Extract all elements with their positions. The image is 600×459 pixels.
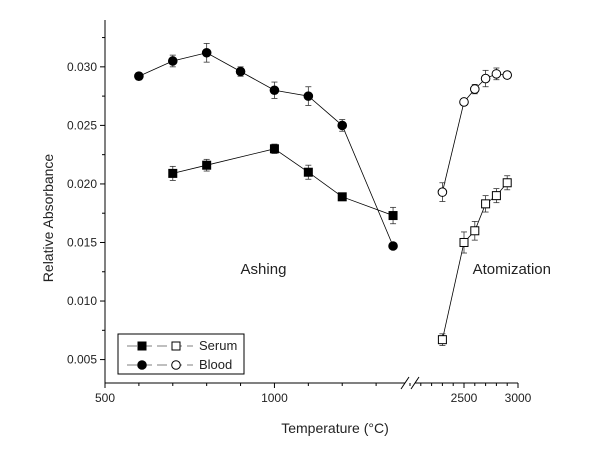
data-point (491, 69, 502, 79)
data-point (437, 335, 447, 345)
x-axis-title: Temperature (°C) (281, 420, 389, 436)
data-point (269, 85, 280, 96)
x-tick-label: 500 (95, 391, 115, 405)
data-point (480, 73, 491, 84)
legend-entry-serum (127, 341, 193, 351)
annotations: Ashing Atomization (241, 261, 551, 278)
series-serum-ashing (168, 143, 398, 225)
data-point (481, 199, 491, 209)
legend-label-blood: Blood (199, 357, 232, 372)
legend-entry-blood (127, 360, 193, 370)
series-line (172, 148, 394, 216)
x-axis-break-mark-left (400, 376, 410, 390)
series-blood-ashing (134, 43, 398, 251)
data-point (437, 187, 448, 197)
legend-marker-open (171, 360, 181, 370)
data-point (269, 144, 279, 154)
series-serum-atomization (437, 175, 512, 346)
data-point (459, 97, 469, 107)
data-point (502, 70, 513, 80)
data-point (459, 237, 469, 247)
data-point (303, 167, 313, 177)
x-tick-label: 1000 (261, 391, 288, 405)
annotation-ashing: Ashing (241, 261, 287, 278)
data-point (388, 241, 398, 251)
data-point (470, 84, 480, 94)
data-point (167, 56, 178, 66)
series-layer (134, 43, 513, 346)
data-point (235, 66, 246, 77)
y-tick-label: 0.010 (67, 294, 97, 308)
legend-marker-open (171, 341, 181, 351)
data-point (303, 91, 314, 101)
series-line (138, 52, 394, 247)
y-tick-label: 0.005 (67, 353, 97, 367)
data-point (388, 211, 398, 221)
x-tick-label: 2500 (451, 391, 478, 405)
y-tick-label: 0.025 (67, 118, 97, 132)
y-axis-title: Relative Absorbance (40, 154, 56, 283)
data-point (201, 47, 212, 58)
y-tick-label: 0.020 (67, 177, 97, 191)
legend-label-serum: Serum (199, 338, 237, 353)
legend-marker-filled (137, 360, 147, 370)
legend-marker-filled (137, 341, 147, 351)
series-blood-atomization (437, 67, 513, 202)
data-point (337, 120, 348, 131)
data-point (491, 191, 501, 201)
data-point (502, 178, 512, 188)
y-tick-label: 0.015 (67, 235, 97, 249)
x-tick-label: 3000 (505, 391, 532, 405)
data-point (470, 226, 480, 236)
data-point (202, 160, 212, 170)
data-point (168, 168, 178, 178)
data-point (134, 71, 144, 82)
x-axis-break-mark-right (410, 376, 420, 390)
data-point (337, 192, 347, 202)
annotation-atomization: Atomization (473, 261, 551, 278)
y-tick-label: 0.030 (67, 60, 97, 74)
legend: Serum Blood (117, 333, 245, 375)
axes: 0.005 0.010 0.015 0.020 0.025 0.030 500 1000 250… (67, 20, 532, 405)
